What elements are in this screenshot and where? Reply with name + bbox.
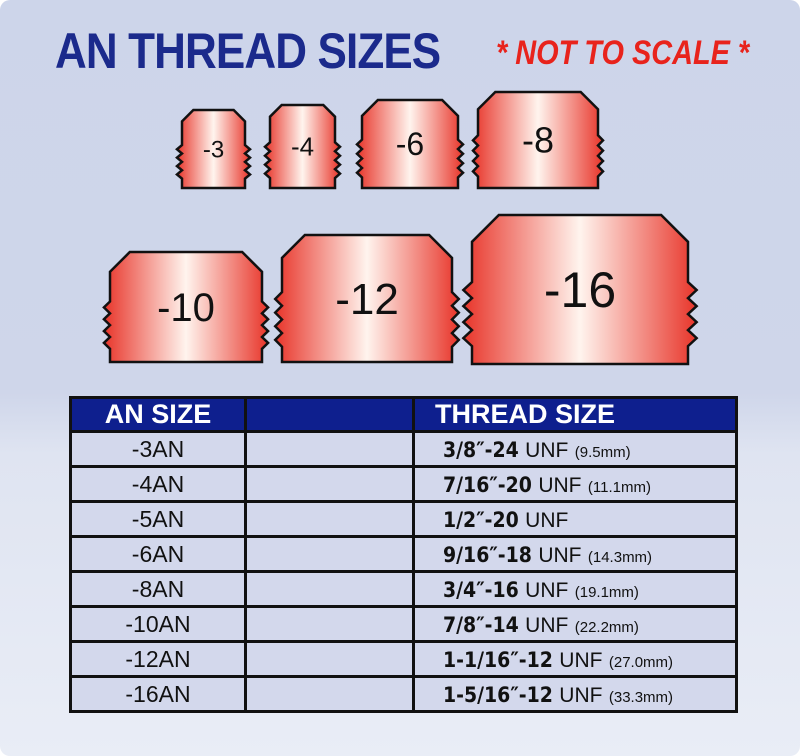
thread-size-cell: 9/16″-18 UNF (14.3mm) <box>412 535 738 573</box>
thread-spec: 1/2″-20 <box>443 507 519 532</box>
an-size-cell: -5AN <box>69 500 247 538</box>
fitting-label: -4 <box>291 132 314 162</box>
thread-size-cell: 1-1/16″-12 UNF (27.0mm) <box>412 640 738 678</box>
thread-spec: 3/8″-24 <box>443 437 519 462</box>
blank-cell <box>244 465 415 503</box>
fitting-shape <box>461 213 699 366</box>
metric-size: (11.1mm) <box>587 478 651 496</box>
fitting-label: -3 <box>203 136 224 163</box>
fitting-label: -6 <box>396 126 424 162</box>
thread-spec: 7/16″-20 <box>443 472 532 497</box>
thread-unit: UNF <box>538 473 582 497</box>
fitting-shape <box>263 103 342 190</box>
thread-size-cell: 3/4″-16 UNF (19.1mm) <box>412 570 738 608</box>
metric-size: (9.5mm) <box>574 443 631 461</box>
blank-cell <box>244 640 415 678</box>
table-row: -8AN 3/4″-16 UNF (19.1mm) <box>69 570 738 608</box>
blank-cell <box>244 570 415 608</box>
thread-spec: 3/4″-16 <box>443 577 519 602</box>
an-size-cell: -6AN <box>69 535 247 573</box>
thread-unit: UNF <box>525 508 569 532</box>
page-title: AN THREAD SIZES <box>55 23 441 79</box>
fitting-label: -10 <box>157 286 215 330</box>
blank-cell <box>244 675 415 713</box>
an-size-cell: -10AN <box>69 605 247 643</box>
blank-cell <box>244 605 415 643</box>
metric-size: (22.2mm) <box>574 618 639 636</box>
an-size-cell: -3AN <box>69 430 247 468</box>
fitting-label: -12 <box>335 275 399 324</box>
fitting-shape <box>273 233 461 364</box>
metric-size: (19.1mm) <box>574 583 639 601</box>
blank-cell <box>244 500 415 538</box>
thread-unit: UNF <box>525 613 569 637</box>
fitting-shape <box>471 90 605 190</box>
thread-unit: UNF <box>525 438 569 462</box>
thread-size-table: AN SIZE THREAD SIZE -3AN 3/8″-24 UNF (9.… <box>69 396 738 713</box>
metric-size: (14.3mm) <box>587 548 653 566</box>
an-size-cell: -16AN <box>69 675 247 713</box>
not-to-scale-note: * NOT TO SCALE * <box>496 34 750 72</box>
table-row: -12AN 1-1/16″-12 UNF (27.0mm) <box>69 640 738 678</box>
thread-spec: 1-1/16″-12 <box>443 647 553 672</box>
thread-size-cell: 1-5/16″-12 UNF (33.3mm) <box>412 675 738 713</box>
fitting-shape <box>102 250 270 364</box>
table-row: -3AN 3/8″-24 UNF (9.5mm) <box>69 430 738 468</box>
thread-size-cell: 7/8″-14 UNF (22.2mm) <box>412 605 738 643</box>
thread-unit: UNF <box>538 543 582 567</box>
fitting-shape <box>355 98 465 190</box>
fitting-label: -8 <box>522 120 554 161</box>
fitting-shape <box>175 108 252 190</box>
an-size-cell: -8AN <box>69 570 247 608</box>
table-row: -4AN 7/16″-20 UNF (11.1mm) <box>69 465 738 503</box>
thread-size-cell: 7/16″-20 UNF (11.1mm) <box>412 465 738 503</box>
thread-spec: 1-5/16″-12 <box>443 682 553 707</box>
thread-size-cell: 1/2″-20 UNF <box>412 500 738 538</box>
table-row: -16AN 1-5/16″-12 UNF (33.3mm) <box>69 675 738 713</box>
header-blank <box>244 396 415 433</box>
thread-spec: 9/16″-18 <box>443 542 532 567</box>
table-header: AN SIZE THREAD SIZE <box>69 396 738 433</box>
metric-size: (33.3mm) <box>608 688 674 706</box>
an-size-cell: -4AN <box>69 465 247 503</box>
fittings-illustration: -3 -4 -6 -8 -10 -12 -16 <box>102 90 699 366</box>
thread-spec: 7/8″-14 <box>443 612 519 637</box>
table-row: -5AN 1/2″-20 UNF <box>69 500 738 538</box>
thread-unit: UNF <box>525 578 569 602</box>
thread-unit: UNF <box>559 683 603 707</box>
header-thread-size: THREAD SIZE <box>412 396 738 433</box>
header-an-size: AN SIZE <box>69 396 247 433</box>
an-size-cell: -12AN <box>69 640 247 678</box>
table-row: -10AN 7/8″-14 UNF (22.2mm) <box>69 605 738 643</box>
thread-size-cell: 3/8″-24 UNF (9.5mm) <box>412 430 738 468</box>
fitting-label: -16 <box>544 262 616 318</box>
table-row: -6AN 9/16″-18 UNF (14.3mm) <box>69 535 738 573</box>
thread-unit: UNF <box>559 648 603 672</box>
blank-cell <box>244 535 415 573</box>
blank-cell <box>244 430 415 468</box>
metric-size: (27.0mm) <box>608 653 674 671</box>
